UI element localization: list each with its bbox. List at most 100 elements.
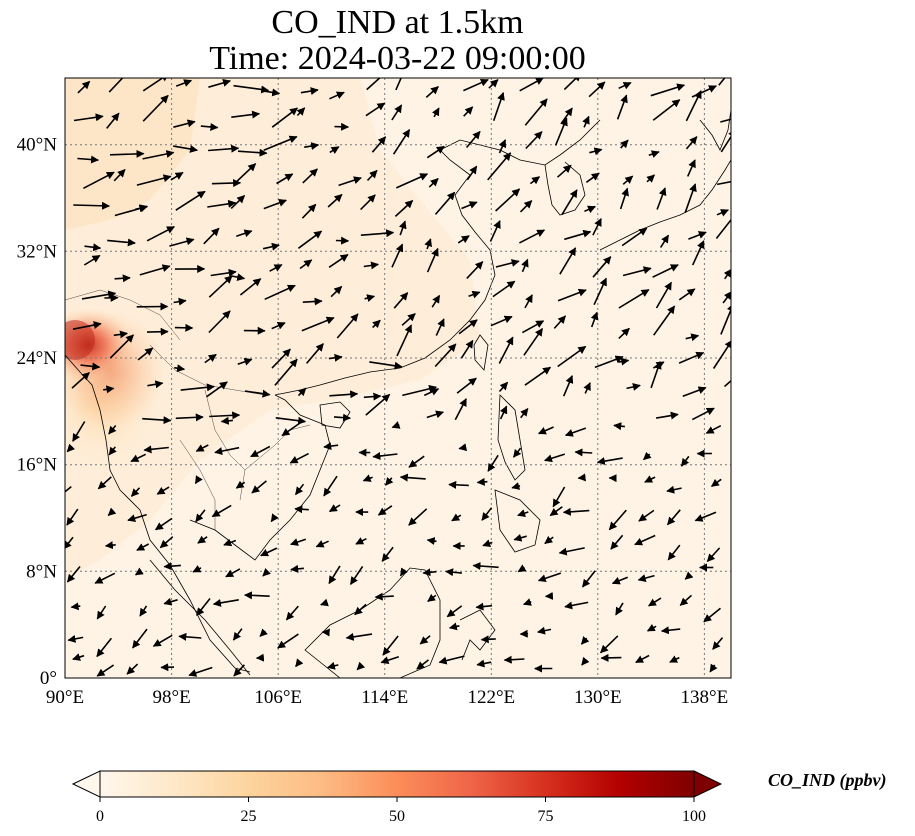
wind-arrow (302, 297, 323, 306)
wind-arrow (395, 78, 402, 91)
wind-arrow (175, 413, 204, 422)
wind-arrow (680, 455, 690, 467)
wind-arrow (142, 150, 175, 160)
wind-arrow (511, 482, 521, 490)
wind-arrow (210, 268, 237, 277)
wind-arrow (723, 379, 731, 388)
wind-arrow (180, 383, 215, 392)
wind-arrow (263, 135, 298, 151)
wind-arrow (96, 605, 107, 620)
wind-arrow (71, 372, 90, 389)
wind-arrow (495, 188, 521, 212)
wind-arrow (419, 635, 431, 645)
wind-arrow (109, 149, 145, 158)
wind-arrow (320, 598, 329, 607)
wind-arrow (564, 427, 587, 437)
wind-arrow (294, 505, 309, 514)
wind-arrow (519, 229, 546, 244)
wind-arrow (703, 607, 722, 623)
wind-arrow (106, 112, 120, 129)
wind-arrow (492, 91, 505, 122)
wind-arrow (274, 358, 298, 386)
chart-title-line1: CO_IND at 1.5km (271, 4, 524, 41)
wind-arrow (329, 390, 359, 399)
wind-arrow (377, 505, 393, 516)
wind-arrow (214, 446, 240, 456)
wind-arrow (648, 150, 660, 158)
wind-arrow (487, 454, 499, 472)
wind-arrow (360, 229, 395, 238)
wind-arrow (169, 237, 195, 247)
wind-arrow (391, 104, 403, 121)
lat-tick-label: 32°N (17, 241, 58, 262)
wind-arrow (126, 663, 139, 675)
wind-arrow (381, 546, 394, 562)
wind-arrow (372, 451, 398, 460)
wind-arrow (574, 448, 593, 457)
wind-arrow (328, 565, 341, 585)
wind-arrow (456, 377, 477, 394)
wind-arrow (716, 180, 731, 186)
wind-arrow (461, 201, 478, 210)
wind-arrow (434, 191, 456, 215)
wind-arrow (463, 106, 474, 117)
wind-arrow (691, 240, 705, 266)
wind-arrow (208, 79, 231, 88)
wind-arrow (315, 540, 329, 548)
wind-arrow (103, 385, 115, 394)
wind-arrow (262, 242, 280, 251)
wind-arrow (476, 477, 488, 486)
wind-arrow (424, 238, 432, 250)
wind-arrow (446, 605, 463, 618)
wind-arrow (260, 547, 278, 557)
colorbar: 0 25 50 75 100 (71, 770, 723, 825)
wind-arrow (401, 313, 416, 326)
wind-arrow (220, 416, 233, 425)
wind-arrow (666, 509, 681, 526)
wind-arrow (305, 343, 324, 364)
wind-arrow (231, 273, 246, 282)
wind-arrow (678, 288, 696, 301)
wind-arrow (537, 626, 552, 635)
wind-arrow (139, 605, 148, 617)
wind-arrow (529, 176, 541, 185)
wind-arrow (135, 204, 148, 213)
wind-arrow (667, 544, 681, 561)
wind-arrow (498, 336, 514, 364)
wind-arrow (616, 94, 628, 120)
wind-arrow (323, 475, 338, 497)
wind-arrow (552, 486, 566, 508)
wind-arrow (154, 517, 173, 531)
wind-arrow (619, 187, 629, 210)
wind-arrow (360, 194, 376, 211)
wind-arrow (96, 664, 115, 677)
wind-arrow (559, 247, 577, 275)
wind-arrow (563, 78, 582, 91)
wind-arrow (146, 225, 176, 242)
wind-arrow (108, 446, 117, 456)
wind-arrow (626, 383, 641, 391)
colorbar-ticks (99, 797, 695, 802)
wind-arrow (244, 591, 270, 600)
wind-arrow (558, 547, 585, 556)
wind-arrow (326, 661, 339, 670)
wind-arrow (519, 78, 544, 92)
colorbar-extend-min (71, 770, 101, 798)
wind-arrow (237, 148, 268, 157)
wind-arrow (519, 200, 533, 213)
wind-arrow (225, 568, 241, 578)
wind-arrow (233, 664, 245, 677)
wind-arrow (691, 407, 715, 421)
wind-arrow (620, 139, 629, 149)
wind-arrow (355, 537, 367, 545)
wind-arrow (113, 169, 126, 182)
lon-tick-label: 138°E (681, 687, 729, 708)
wind-arrow (694, 511, 717, 522)
wind-arrow (211, 504, 232, 518)
wind-vectors (65, 78, 731, 677)
wind-arrow (615, 602, 624, 616)
wind-arrow (638, 509, 655, 522)
wind-arrow (70, 602, 81, 611)
wind-arrow (338, 176, 362, 187)
wind-arrow (466, 261, 484, 279)
